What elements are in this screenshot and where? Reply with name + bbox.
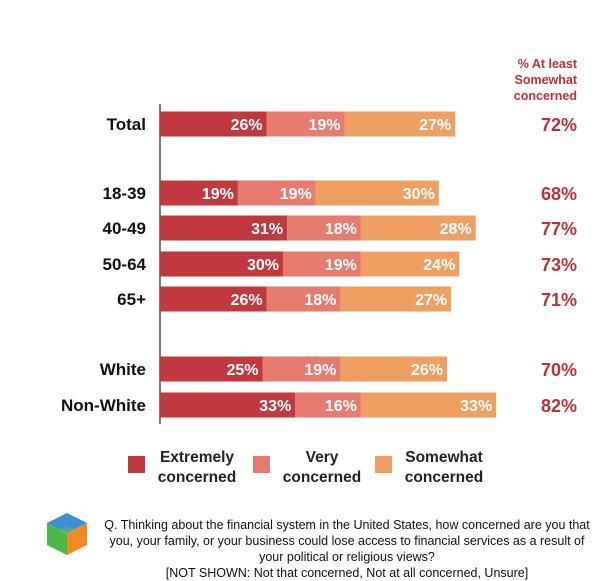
bar-row: Non-White 33% 16% 33% 82% — [61, 392, 577, 418]
legend-label: Somewhat — [405, 449, 483, 466]
bar-segment — [360, 215, 476, 241]
legend-label: concerned — [158, 469, 236, 486]
column-header-line: Somewhat — [514, 73, 577, 87]
bar-row: Total 26% 19% 27% 72% — [107, 111, 577, 137]
total-label: 71% — [541, 290, 577, 310]
bar-segment — [237, 180, 316, 206]
bar-segment — [340, 286, 452, 312]
column-header: % At least Somewhat concerned — [514, 57, 578, 103]
row-label: Total — [107, 115, 146, 134]
bar-row: 50-64 30% 19% 24% 73% — [103, 251, 577, 277]
row-label: 50-64 — [103, 255, 147, 274]
data-label: 26% — [411, 362, 443, 379]
legend-label: Very — [306, 449, 339, 466]
total-label: 72% — [541, 115, 577, 135]
data-label: 30% — [247, 257, 279, 274]
cube-logo-icon — [47, 513, 87, 555]
data-label: 27% — [419, 117, 451, 134]
bar-segment — [295, 392, 361, 418]
bar-segment — [287, 215, 361, 241]
legend-swatch — [253, 456, 270, 473]
data-label: 31% — [251, 221, 283, 238]
bar-segment — [344, 111, 456, 137]
data-label: 16% — [325, 398, 357, 415]
bar-segment — [360, 392, 497, 418]
bar-segment — [283, 251, 361, 277]
bar-segment — [315, 180, 439, 206]
legend-item: Somewhat concerned — [375, 449, 483, 486]
legend-swatch — [375, 456, 392, 473]
survey-question: Q. Thinking about the financial system i… — [104, 518, 590, 564]
bar-segment — [160, 251, 283, 277]
bar-row: 65+ 26% 18% 27% 71% — [117, 286, 577, 312]
data-label: 28% — [440, 221, 472, 238]
total-label: 77% — [541, 219, 577, 239]
bar-segment — [160, 286, 267, 312]
data-label: 18% — [325, 221, 357, 238]
data-label: 19% — [308, 117, 340, 134]
bar-row: 18-39 19% 19% 30% 68% — [103, 180, 577, 206]
data-label: 19% — [280, 186, 312, 203]
not-shown-note: [NOT SHOWN: Not that concerned, Not at a… — [165, 566, 529, 580]
legend-swatch — [128, 456, 145, 473]
bar-row: 40-49 31% 18% 28% 77% — [103, 215, 577, 241]
bar-segment — [160, 392, 296, 418]
data-label: 33% — [460, 398, 492, 415]
bar-segment — [360, 251, 460, 277]
data-label: 19% — [325, 257, 357, 274]
legend-item: Very concerned — [253, 449, 361, 486]
column-header-line: % At least — [518, 57, 578, 71]
total-label: 68% — [541, 184, 577, 204]
bar-segment — [160, 215, 288, 241]
total-label: 73% — [541, 255, 577, 275]
legend-label: concerned — [283, 469, 361, 486]
legend-label: concerned — [405, 469, 483, 486]
data-label: 27% — [415, 292, 447, 309]
footnote: Q. Thinking about the financial system i… — [102, 517, 592, 581]
data-label: 19% — [304, 362, 336, 379]
total-label: 82% — [541, 396, 577, 416]
total-label: 70% — [541, 360, 577, 380]
data-label: 25% — [226, 362, 258, 379]
logo — [44, 511, 90, 562]
column-header-line: concerned — [514, 89, 577, 103]
bar-segment — [160, 111, 267, 137]
bar-segment — [266, 111, 345, 137]
bar-segment — [160, 180, 238, 206]
data-label: 18% — [304, 292, 336, 309]
data-label: 24% — [423, 257, 455, 274]
legend-label: Extremely — [160, 449, 234, 466]
bar-segment — [160, 356, 263, 382]
bar-row: White 25% 19% 26% 70% — [100, 356, 577, 382]
data-label: 30% — [403, 186, 435, 203]
row-label: 18-39 — [103, 184, 146, 203]
data-label: 33% — [259, 398, 291, 415]
row-label: 40-49 — [103, 219, 146, 238]
data-label: 26% — [231, 292, 263, 309]
legend-item: Extremely concerned — [128, 449, 236, 486]
row-label: White — [100, 360, 146, 379]
bar-segment — [266, 286, 341, 312]
data-label: 19% — [202, 186, 234, 203]
data-label: 26% — [231, 117, 263, 134]
row-label: Non-White — [61, 396, 146, 415]
row-label: 65+ — [117, 290, 146, 309]
legend: Extremely concerned Very concerned Somewhat c… — [128, 449, 483, 486]
bar-rows: Total 26% 19% 27% 72% 18-39 19% 19% 30% 68% 40-49 3… — [61, 111, 577, 418]
bar-segment — [262, 356, 341, 382]
bar-segment — [340, 356, 447, 382]
